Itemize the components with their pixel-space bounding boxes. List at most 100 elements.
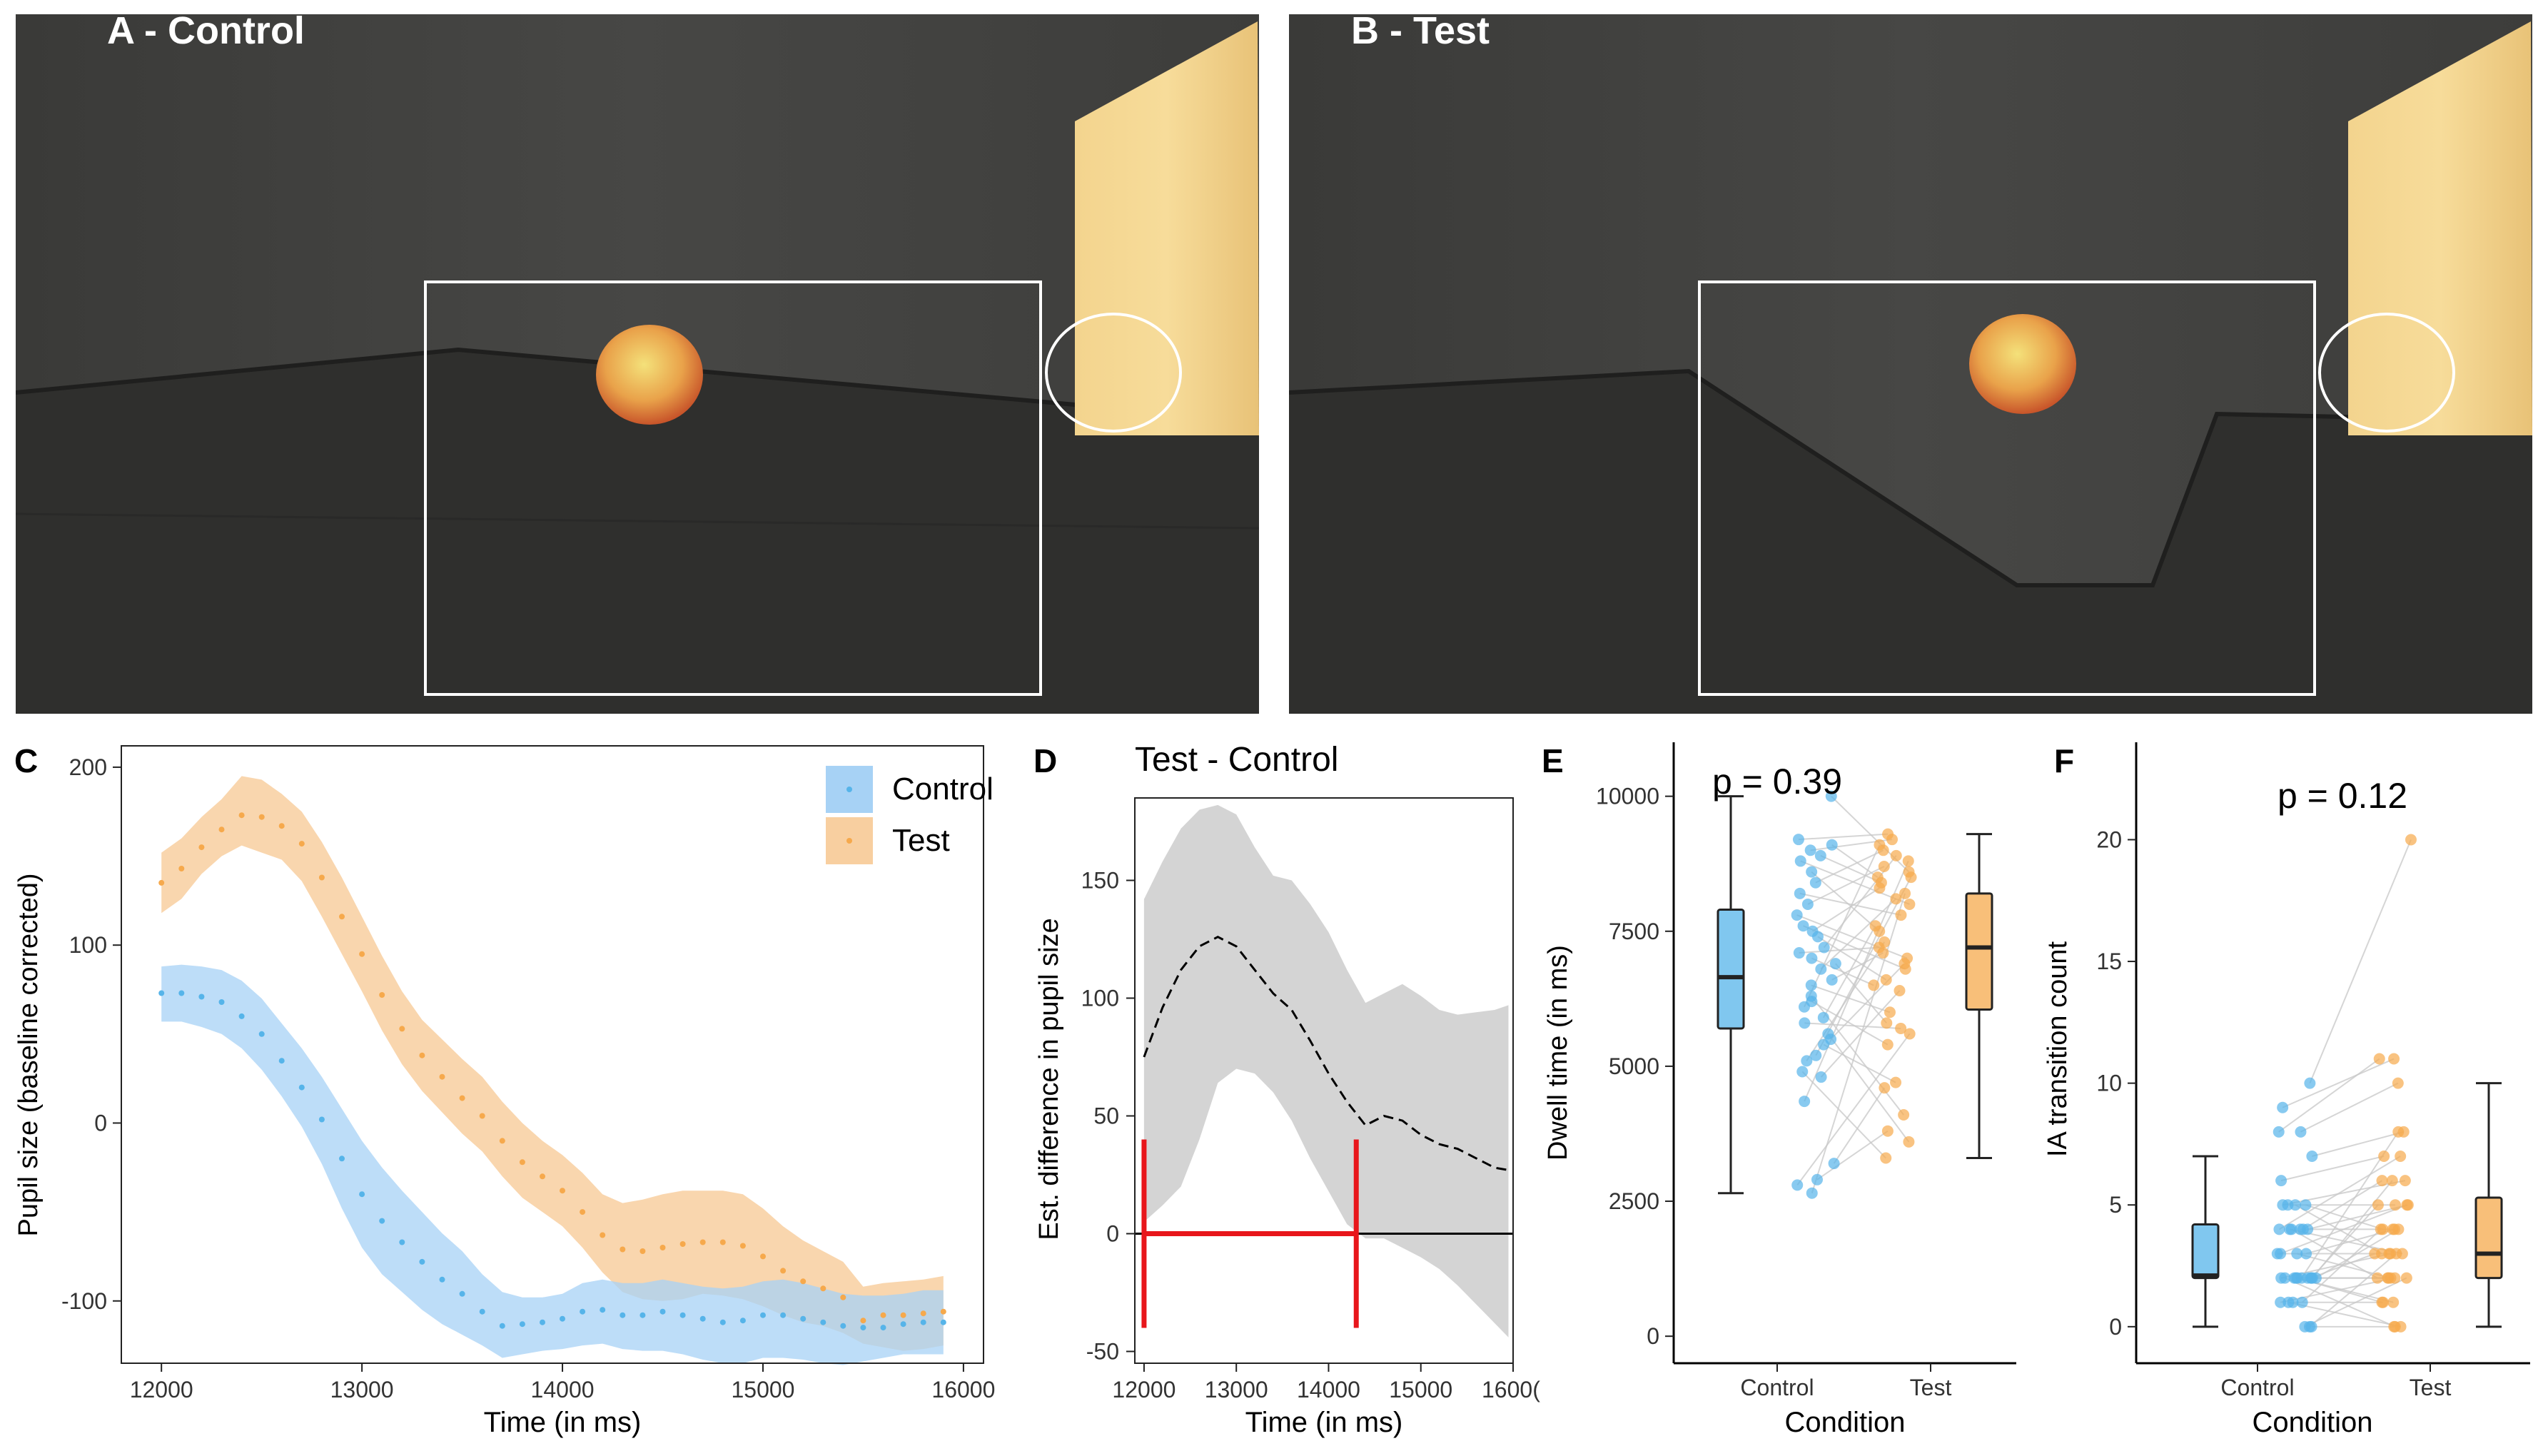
point-test — [278, 823, 285, 829]
point-control — [600, 1307, 606, 1313]
chart-f-point-control — [2277, 1101, 2289, 1113]
point-control — [198, 994, 205, 1000]
ribbon-test — [161, 776, 944, 1351]
chart-c-x-axis-label: Time (in ms) — [484, 1407, 642, 1438]
chart-d-y-tick-label: -50 — [1086, 1339, 1119, 1365]
chart-e-point-control — [1801, 1055, 1813, 1067]
chart-e-dwell-time: 10000 7500 5000 2500 0 Control Test p = 0.39 C… — [1543, 742, 2016, 1438]
chart-d-x-tick-label: 13000 — [1205, 1377, 1268, 1402]
chart-e-point-test — [1879, 1082, 1891, 1094]
chart-e-x-axis-label: Condition — [1784, 1407, 1905, 1438]
chart-f-y-tick-label: 20 — [2096, 826, 2122, 852]
chart-e-pair-line — [1823, 1043, 1896, 1083]
point-test — [639, 1248, 646, 1254]
chart-f-pair-line — [2300, 1082, 2399, 1133]
point-control — [540, 1319, 545, 1325]
chart-e-point-control — [1799, 1096, 1811, 1108]
point-control — [318, 1116, 325, 1123]
chart-f-pair-line — [2282, 1058, 2395, 1108]
chart-c-x-tick-label: 12000 — [130, 1377, 193, 1402]
chart-f-y-tick-label: 5 — [2109, 1192, 2122, 1218]
point-test — [940, 1308, 946, 1315]
chart-e-point-control — [1826, 839, 1838, 851]
chart-e-y-tick-label: 5000 — [1609, 1053, 1659, 1079]
chart-f-point-control — [2306, 1151, 2318, 1162]
point-control — [840, 1323, 846, 1329]
photo-control — [16, 14, 1259, 714]
chart-d-y-tick-label: 100 — [1081, 986, 1119, 1011]
chart-e-point-test — [1881, 1038, 1894, 1051]
chart-e-point-test — [1899, 958, 1911, 970]
chart-f-point-test — [2376, 1175, 2388, 1187]
chart-c-x-tick-label: 15000 — [731, 1377, 794, 1402]
chart-e-y-tick-label: 10000 — [1596, 784, 1659, 809]
chart-f-point-test — [2375, 1223, 2387, 1235]
chart-d-estimate-line — [1143, 936, 1509, 1171]
point-control — [218, 999, 225, 1005]
point-control — [860, 1325, 866, 1331]
chart-f-point-test — [2372, 1199, 2384, 1211]
chart-f-pair-line — [2288, 1301, 2401, 1328]
chart-e-point-control — [1810, 1049, 1822, 1061]
chart-d-difference: Test - Control 12000 13000 14000 15000 1600(… — [1034, 741, 1540, 1438]
point-test — [600, 1232, 606, 1238]
chart-f-point-test — [2387, 1296, 2400, 1308]
point-test — [318, 874, 325, 881]
chart-e-pair-line — [1796, 1033, 1911, 1185]
chart-d-y-tick-label: 50 — [1093, 1103, 1119, 1129]
chart-e-pair-line — [1820, 990, 1901, 1078]
chart-e-point-control — [1797, 920, 1809, 932]
chart-f-point-control — [2279, 1272, 2291, 1284]
chart-e-point-control — [1791, 1179, 1804, 1191]
chart-f-pair-line — [2304, 1277, 2407, 1328]
chart-d-frame — [1134, 797, 1514, 1364]
chart-f-point-test — [2386, 1175, 2398, 1187]
point-control — [439, 1276, 445, 1283]
chart-f-point-test — [2371, 1272, 2383, 1284]
point-test — [739, 1243, 746, 1249]
point-test — [659, 1245, 666, 1250]
point-control — [459, 1290, 465, 1297]
chart-e-point-control — [1793, 947, 1805, 959]
chart-d-x-tick-label: 15000 — [1389, 1377, 1452, 1402]
chart-f-point-control — [2296, 1296, 2308, 1308]
chart-f-point-control — [2275, 1248, 2287, 1260]
ribbon-control — [161, 964, 944, 1365]
chart-e-pair-line — [1801, 1071, 1886, 1159]
point-control — [479, 1308, 485, 1315]
chart-c-frame — [121, 745, 984, 1364]
chart-f-box-control — [2191, 1223, 2220, 1280]
chart-e-point-control — [1828, 1158, 1840, 1170]
chart-f-y-tick-label: 15 — [2096, 949, 2122, 974]
chart-f-pair-line — [2280, 1156, 2385, 1182]
chart-f-p-value: p = 0.12 — [2277, 776, 2407, 816]
photo-a-label: A - Control — [107, 9, 305, 52]
point-test — [519, 1159, 525, 1166]
chart-e-point-test — [1895, 909, 1907, 921]
chart-e-point-test — [1895, 1022, 1907, 1034]
chart-f-y-tick-label: 0 — [2109, 1314, 2122, 1340]
chart-e-point-test — [1868, 979, 1880, 991]
chart-f-point-control — [2273, 1223, 2285, 1235]
chart-f-transition-count: 20 15 10 5 0 Control Test p = 0.12 Condition I… — [2043, 742, 2530, 1438]
legend-dot-test — [846, 838, 852, 844]
point-control — [339, 1156, 345, 1162]
point-test — [840, 1294, 846, 1300]
point-test — [379, 992, 385, 998]
point-control — [238, 1013, 245, 1019]
chart-e-box-control — [1717, 909, 1745, 1030]
point-test — [499, 1138, 505, 1144]
point-control — [399, 1239, 405, 1245]
chart-f-x-tick-label: Control — [2220, 1375, 2294, 1400]
point-test — [178, 866, 185, 871]
chart-f-point-control — [2287, 1296, 2299, 1308]
chart-f-point-control — [2295, 1272, 2307, 1284]
chart-d-title: Test - Control — [1135, 741, 1338, 779]
chart-f-pair-line — [2309, 839, 2412, 1084]
chart-f-y-axis-label: IA transition count — [2043, 941, 2073, 1158]
chart-e-pair-line — [1811, 984, 1891, 1013]
chart-f-point-control — [2300, 1199, 2312, 1211]
photo-b-label: B - Test — [1351, 9, 1490, 52]
chart-e-point-test — [1878, 861, 1890, 872]
point-test — [760, 1253, 766, 1260]
